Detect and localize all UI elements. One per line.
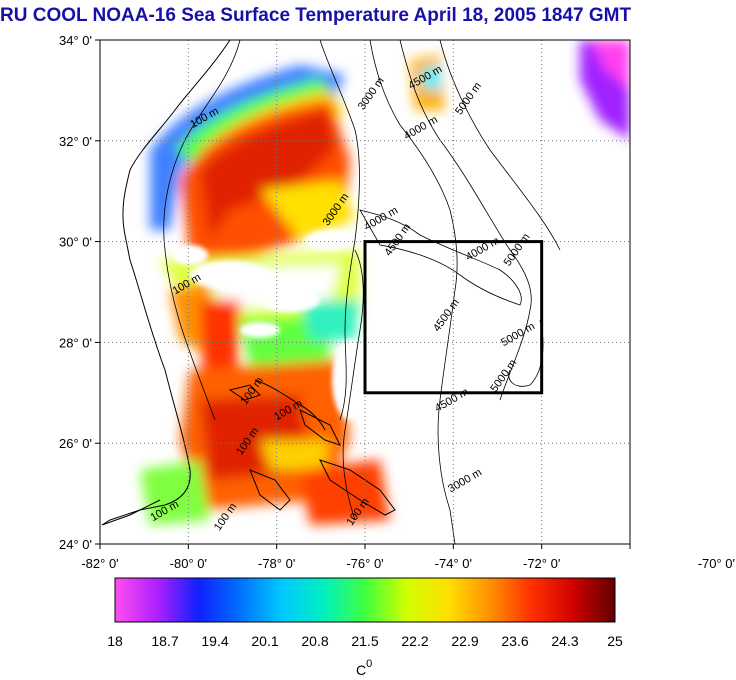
colorbar-unit-main: C xyxy=(356,662,366,678)
sst-south-red xyxy=(300,460,390,525)
colorbar-tick-label: 25 xyxy=(607,633,623,649)
lon-tick-label: -80° 0' xyxy=(170,556,207,571)
bathymetry-contours xyxy=(163,40,561,544)
sst-eddy-yellow xyxy=(260,180,355,240)
lat-tick-label: 24° 0' xyxy=(59,537,92,552)
sst-keys-green xyxy=(140,460,210,525)
colorbar-tick-label: 23.6 xyxy=(501,633,528,649)
sst-ne-magenta xyxy=(590,40,630,90)
colorbar-tick-label: 22.9 xyxy=(451,633,478,649)
map-title: RU COOL NOAA-16 Sea Surface Temperature … xyxy=(0,5,632,26)
colorbar-tick-label: 19.4 xyxy=(201,633,228,649)
colorbar-unit: C0 xyxy=(356,658,372,678)
sst-bahamas-yellow xyxy=(260,440,330,470)
lon-tick-label: -74° 0' xyxy=(435,556,472,571)
lat-tick-label: 28° 0' xyxy=(59,335,92,350)
colorbar-tick-label: 18 xyxy=(107,633,123,649)
study-area-box[interactable] xyxy=(363,240,544,395)
lon-tick-label: -82° 0' xyxy=(81,556,118,571)
lon-tick-label: -70° 0' xyxy=(698,556,735,571)
colorbar-tick-label: 24.3 xyxy=(551,633,578,649)
colorbar xyxy=(114,577,616,623)
lat-tick-label: 32° 0' xyxy=(59,134,92,149)
lat-tick-label: 30° 0' xyxy=(59,235,92,250)
colorbar-tick-labels: 18 18.7 19.4 20.1 20.8 21.5 22.2 22.9 23.6 24.3 25 xyxy=(107,633,623,649)
colorbar-tick-label: 20.1 xyxy=(251,633,278,649)
longitude-labels: -82° 0' -80° 0' -78° 0' -76° 0' -74° 0' -72° … xyxy=(81,544,735,571)
lon-tick-label: -78° 0' xyxy=(258,556,295,571)
lon-tick-label: -72° 0' xyxy=(523,556,560,571)
colorbar-tick-label: 20.8 xyxy=(301,633,328,649)
colorbar-unit-superscript: 0 xyxy=(366,658,372,670)
colorbar-tick-label: 21.5 xyxy=(351,633,378,649)
sst-imagery xyxy=(140,40,630,525)
latitude-labels: 34° 0' 32° 0' 30° 0' 28° 0' 26° 0' 24° 0' xyxy=(59,33,100,552)
lat-tick-label: 26° 0' xyxy=(59,436,92,451)
lon-tick-label: -76° 0' xyxy=(346,556,383,571)
lat-tick-label: 34° 0' xyxy=(59,33,92,48)
cloud-mask xyxy=(172,230,368,420)
sst-gulf-stream xyxy=(200,110,335,240)
coastline xyxy=(101,40,396,526)
colorbar-tick-label: 18.7 xyxy=(151,633,178,649)
colorbar-tick-label: 22.2 xyxy=(401,633,428,649)
sst-patch-cyan xyxy=(420,65,440,90)
